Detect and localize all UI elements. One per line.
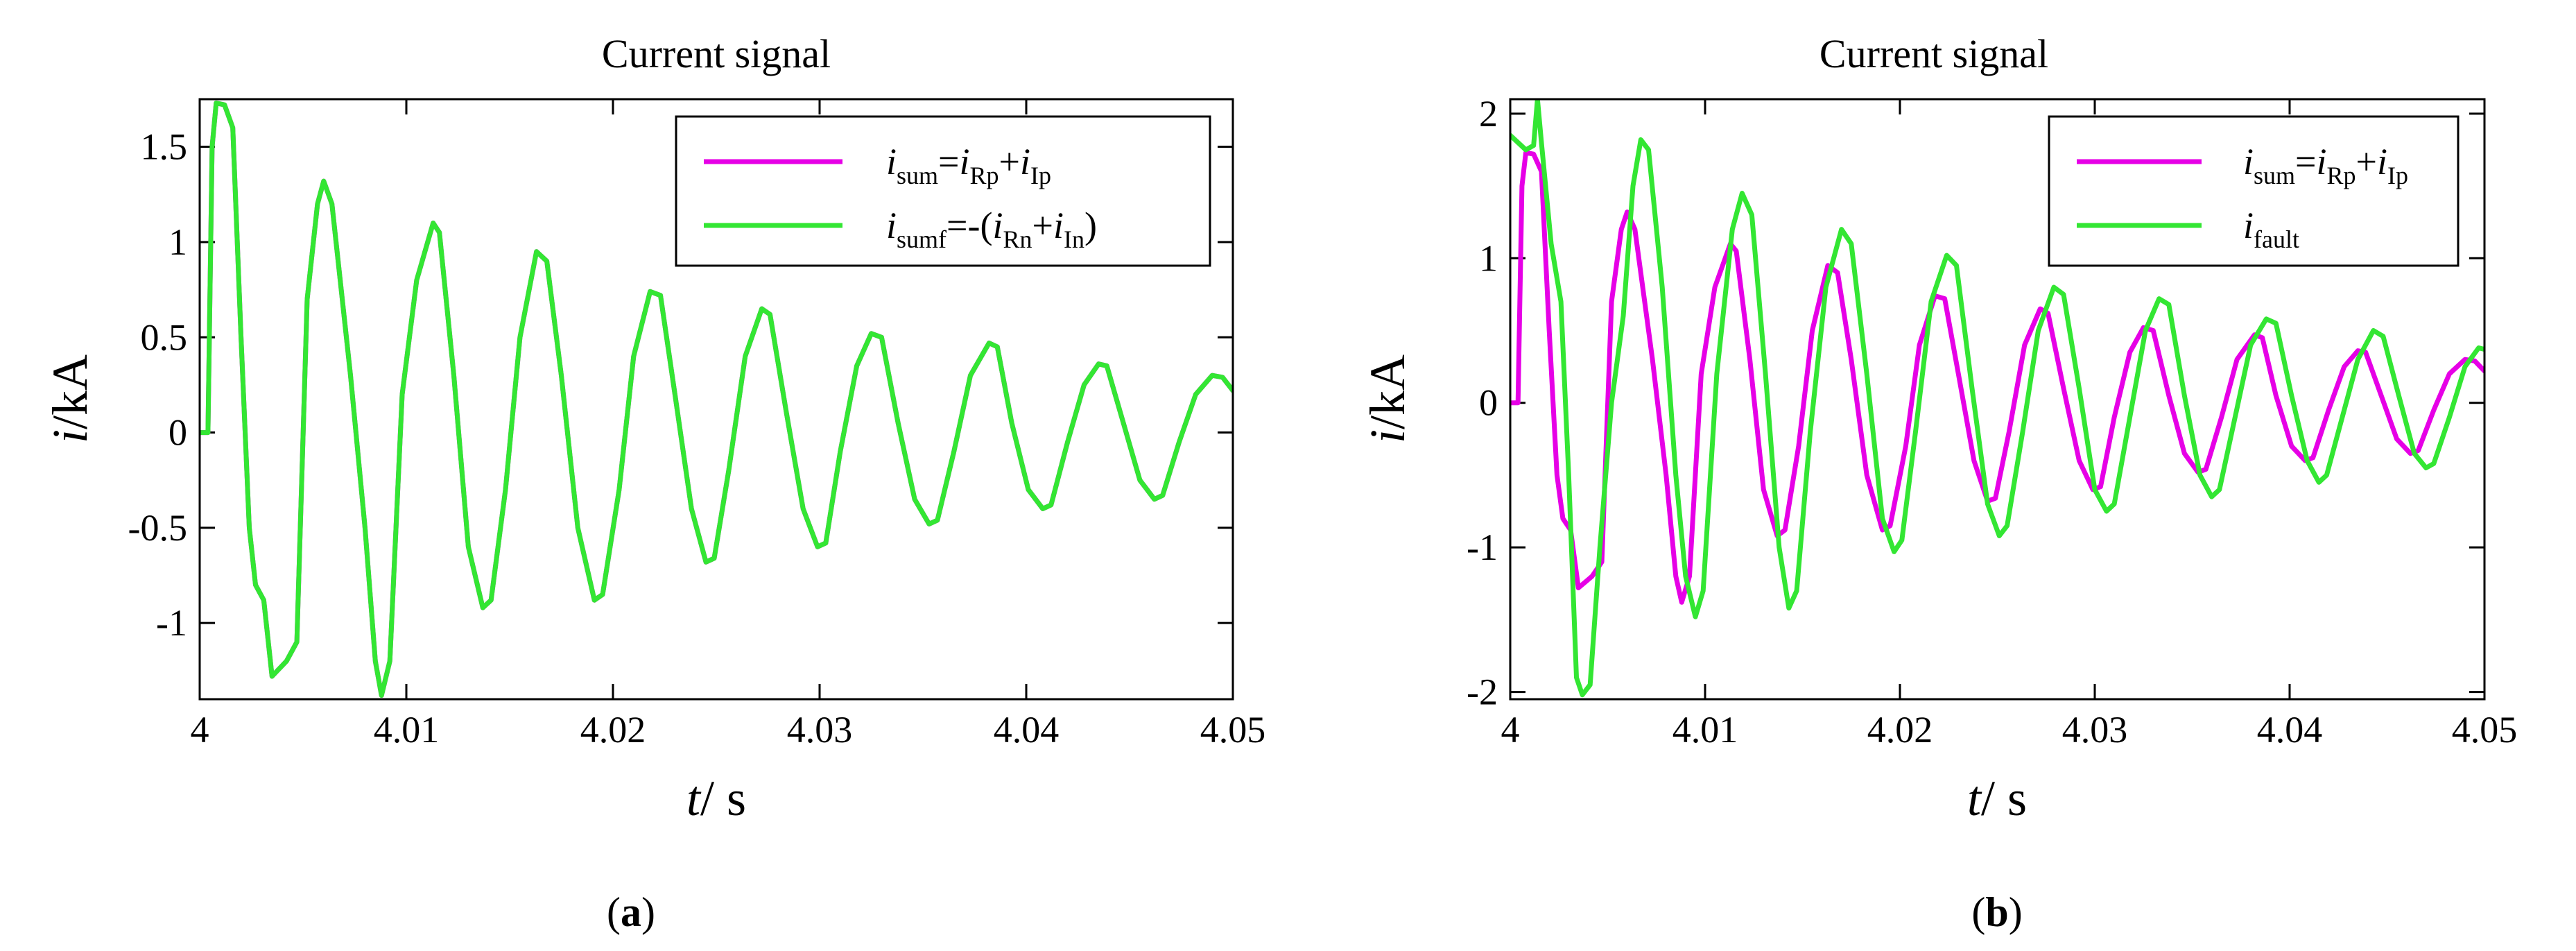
- x-tick-label: 4: [191, 709, 209, 751]
- x-axis-label-var: t: [686, 771, 702, 826]
- x-tick-label: 4.01: [1672, 709, 1738, 751]
- y-tick-label: 1.5: [141, 126, 188, 168]
- legend-entry: isum​=iRp​+iIp​: [886, 141, 1051, 189]
- y-axis-label: i/kA: [42, 354, 98, 443]
- legend-box: [2048, 115, 2460, 267]
- legend: isum​=iRp​+iIp​ ifault​: [2048, 115, 2460, 267]
- panel-a: Current signal 4 4.01 4.02 4.03 4.04 4.05 -1 -0…: [42, 31, 1265, 935]
- x-axis-label-var: t: [1967, 771, 1982, 826]
- y-tick-label: 0: [1479, 382, 1498, 424]
- y-axis-label-var: i: [1360, 429, 1415, 443]
- legend-entry: isum​=iRp​+iIp​: [2243, 141, 2408, 189]
- y-axis-label-unit: kA: [42, 354, 98, 415]
- y-tick-label: -2: [1467, 671, 1498, 713]
- panel-label: (b): [1971, 889, 2022, 935]
- x-tick-label: 4: [1501, 709, 1520, 751]
- y-tick-label: -1: [1467, 526, 1498, 568]
- y-tick-label: 1: [168, 221, 187, 263]
- x-axis-label: t/ s: [1967, 771, 2027, 826]
- legend-entry: ifault​: [2243, 205, 2299, 253]
- x-axis-label-unit: s: [2007, 771, 2027, 826]
- x-tick-label: 4.05: [1200, 709, 1266, 751]
- x-tick-label: 4.01: [374, 709, 440, 751]
- y-tick-label: 0: [168, 412, 187, 454]
- y-tick-label: 1: [1479, 237, 1498, 279]
- y-axis-label: i/kA: [1360, 354, 1415, 443]
- x-tick-label: 4.04: [994, 709, 1060, 751]
- x-tick-label: 4.02: [580, 709, 646, 751]
- chart-title: Current signal: [602, 31, 831, 76]
- legend-entry: isumf​=-(iRn​+iIn​): [886, 205, 1097, 253]
- x-tick-label: 4.04: [2257, 709, 2323, 751]
- panel-b: Current signal 4 4.01 4.02 4.03 4.04 4.05 -2 -1…: [1360, 31, 2517, 935]
- series-line-2: [200, 101, 1233, 698]
- x-tick-label: 4.03: [787, 709, 853, 751]
- chart-title: Current signal: [1819, 31, 2048, 76]
- plot-frame: [1509, 98, 2486, 701]
- legend: isum​=iRp​+iIp​ isumf​=-(iRn​+iIn​): [675, 115, 1211, 267]
- legend-box: [675, 115, 1211, 267]
- y-tick-label: 2: [1479, 93, 1498, 135]
- y-tick-label: -1: [156, 602, 187, 644]
- panel-label: (a): [607, 889, 655, 935]
- y-tick-label: 0.5: [141, 316, 188, 358]
- y-tick-label: -0.5: [128, 507, 187, 549]
- y-axis-label-var: i: [42, 429, 98, 443]
- x-tick-label: 4.03: [2062, 709, 2128, 751]
- plot-frame: [198, 98, 1234, 701]
- y-axis-label-unit: kA: [1360, 354, 1415, 415]
- x-axis-label: t/ s: [686, 771, 746, 826]
- x-axis-label-unit: s: [727, 771, 746, 826]
- series-line-2: [1510, 99, 2484, 698]
- x-tick-label: 4.02: [1867, 709, 1933, 751]
- x-tick-label: 4.05: [2452, 709, 2518, 751]
